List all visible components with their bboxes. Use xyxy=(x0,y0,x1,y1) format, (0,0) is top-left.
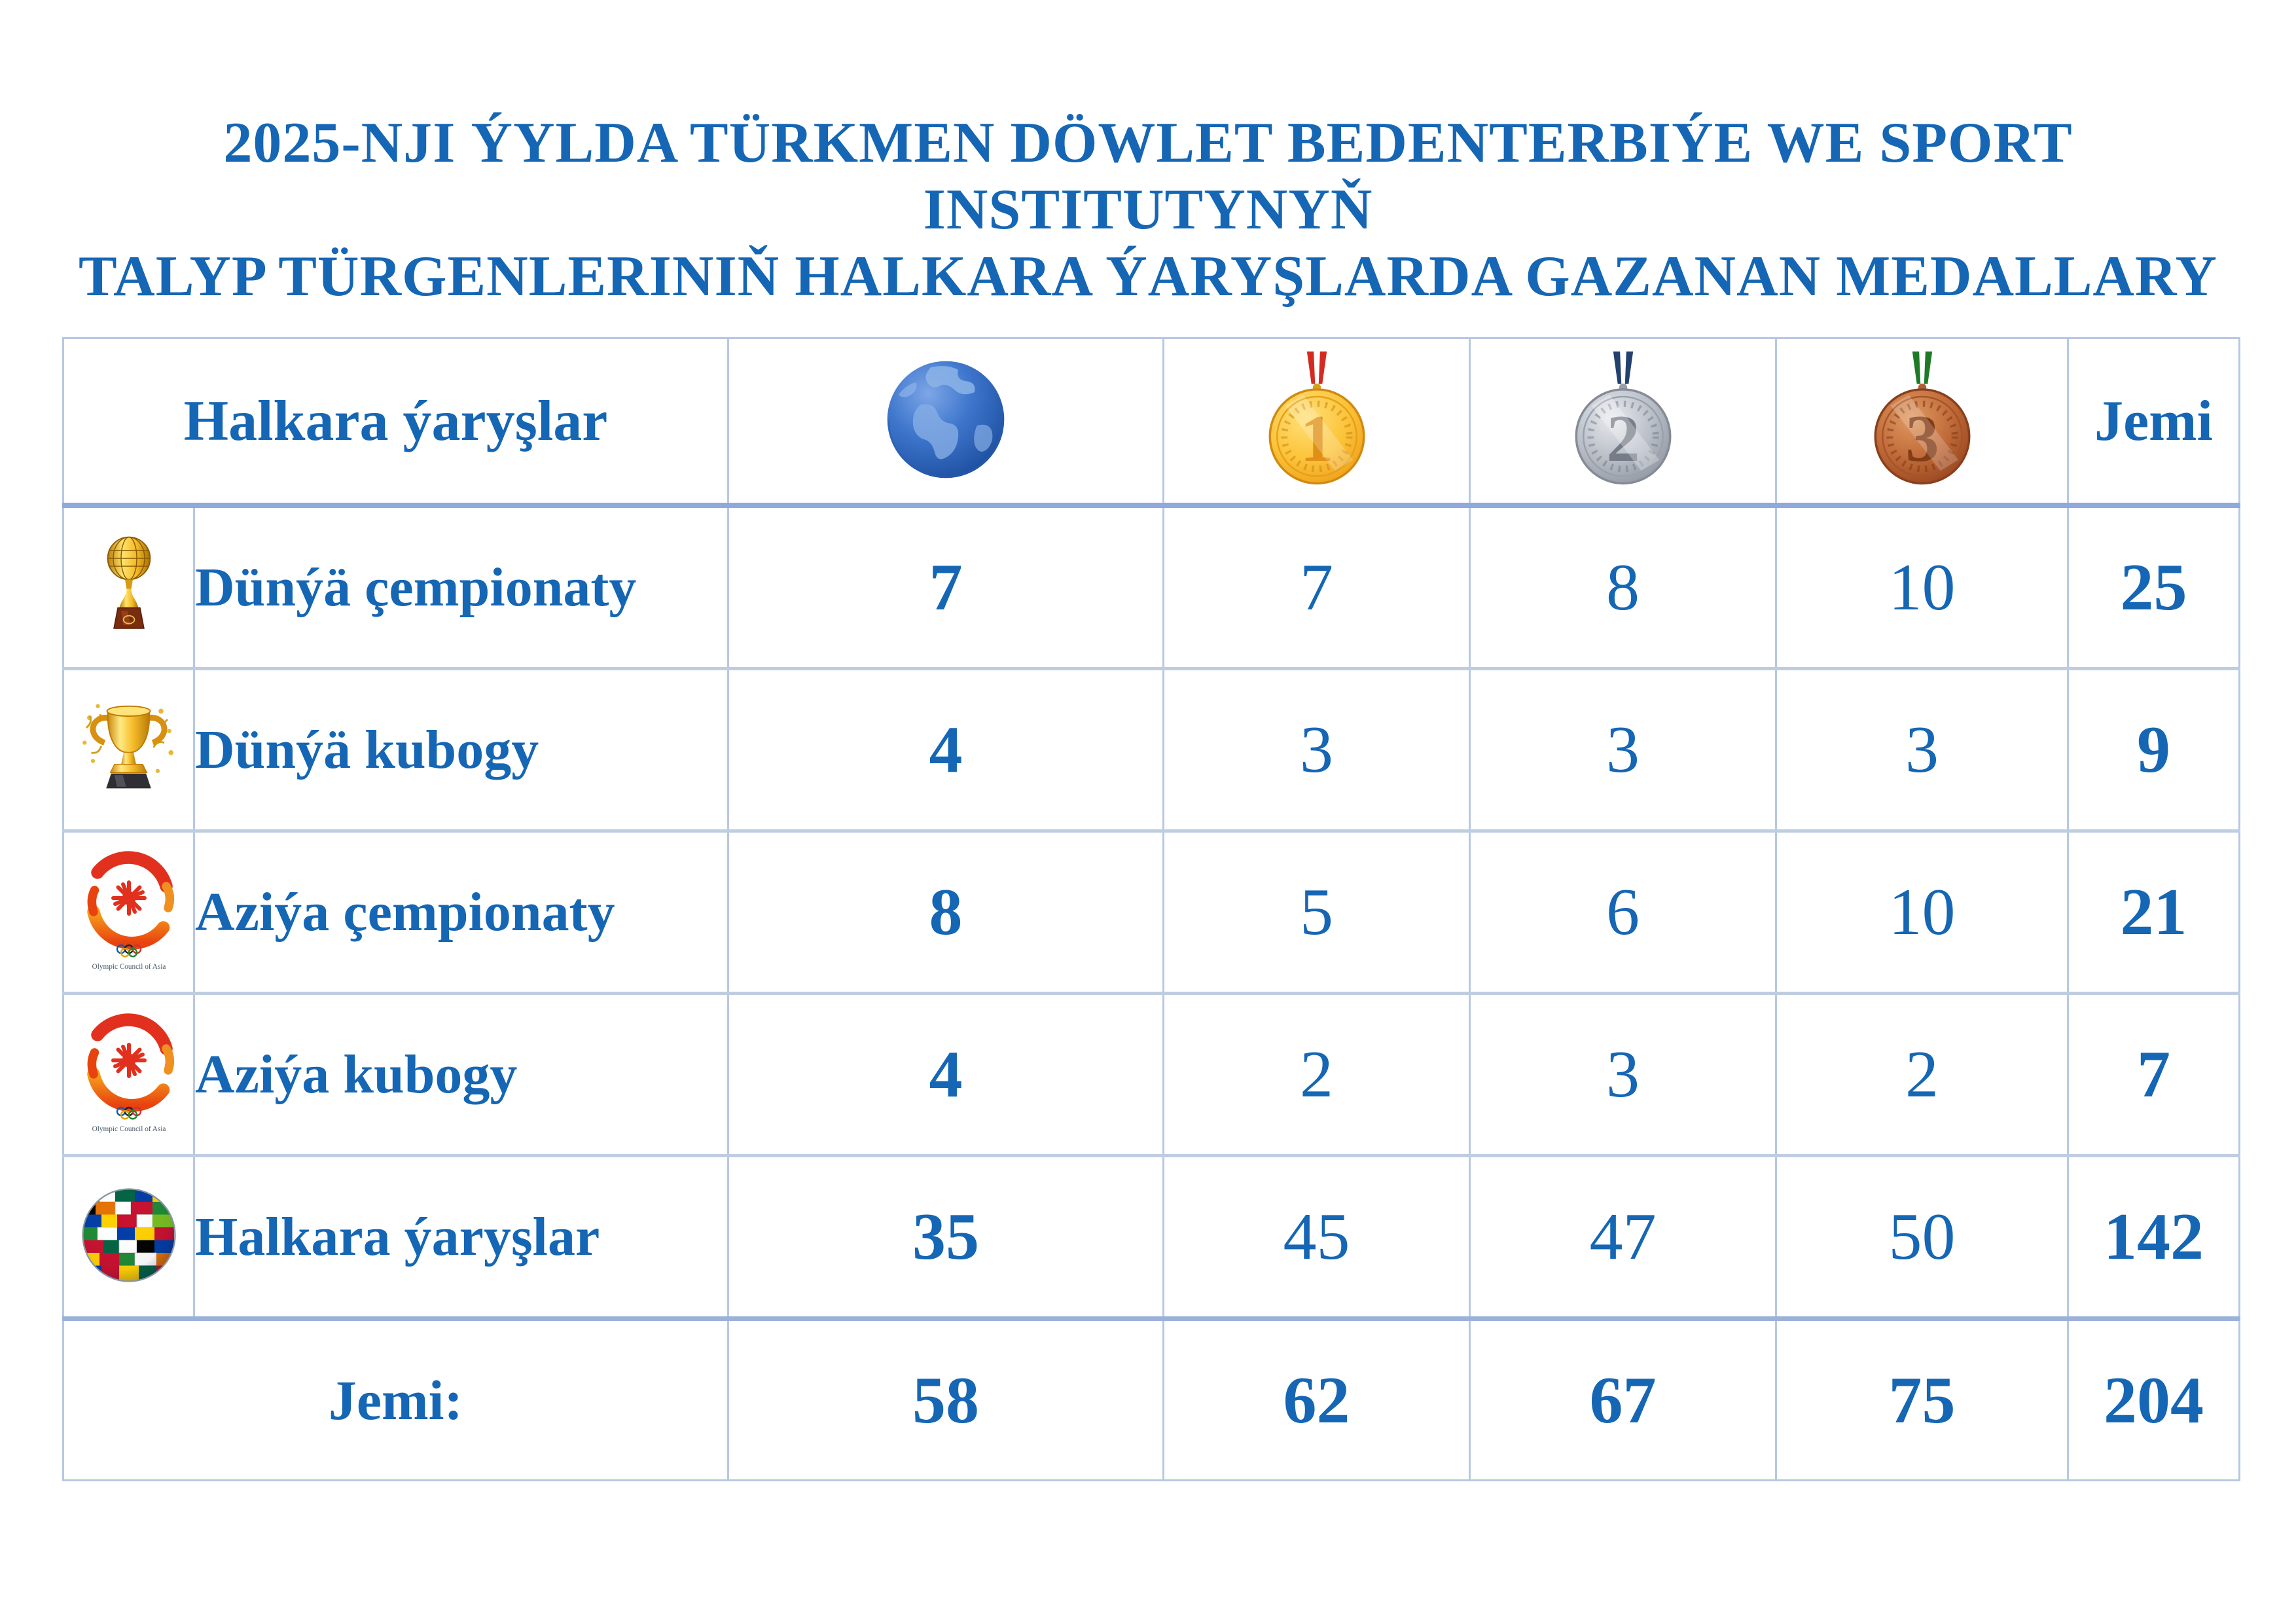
row-icon-cell: Olympic Council of Asia xyxy=(62,829,195,994)
competitions-count: 4 xyxy=(727,992,1164,1157)
row-icon-cell xyxy=(62,503,195,670)
total-count: 142 xyxy=(2067,1154,2240,1320)
silver-count: 47 xyxy=(1469,1154,1777,1320)
table-footer-row: Jemi: 58 62 67 75 204 xyxy=(62,1316,2240,1481)
silver-count: 3 xyxy=(1469,667,1777,832)
row-icon-cell: Olympic Council of Asia xyxy=(62,992,195,1157)
footer-bronze-total: 75 xyxy=(1775,1316,2069,1481)
silver-count: 3 xyxy=(1469,992,1777,1157)
header-competitions-label: Halkara ýaryşlar xyxy=(62,337,729,508)
footer-total-label: Jemi: xyxy=(62,1316,729,1481)
row-label: Aziýa kubogy xyxy=(195,1044,518,1105)
globe-icon xyxy=(884,357,1008,482)
header-gold-cell: 1 xyxy=(1162,337,1471,508)
row-label: Aziýa çempionaty xyxy=(195,882,615,943)
page-title-line1: 2025-NJI ÝYLDA TÜRKMEN DÖWLET BEDENTERBI… xyxy=(223,111,2073,242)
page-title: 2025-NJI ÝYLDA TÜRKMEN DÖWLET BEDENTERBI… xyxy=(0,110,2296,310)
total-count: 21 xyxy=(2067,829,2240,994)
bronze-count: 3 xyxy=(1775,667,2069,832)
table-row: Olympic Council of Asia Aziýa çempionaty… xyxy=(62,829,2240,994)
silver-medal-number: 2 xyxy=(1606,402,1640,476)
competitions-count: 7 xyxy=(727,503,1164,670)
world-cup-trophy-icon xyxy=(75,695,183,803)
table-row: Dünýä çempionaty 7 7 8 10 25 xyxy=(62,503,2240,670)
row-icon-cell xyxy=(62,667,195,832)
row-icon-cell xyxy=(62,1154,195,1320)
silver-count: 6 xyxy=(1469,829,1777,994)
table-header-row: Halkara ýaryşlar xyxy=(62,337,2240,508)
bronze-count: 2 xyxy=(1775,992,2069,1157)
table-row: Halkara ýaryşlar 35 45 47 50 142 xyxy=(62,1154,2240,1320)
header-bronze-cell: 3 xyxy=(1775,337,2069,508)
footer-gold-total: 62 xyxy=(1162,1316,1471,1481)
silver-count: 8 xyxy=(1469,503,1777,670)
gold-count: 2 xyxy=(1162,992,1471,1157)
medals-table: Halkara ýaryşlar xyxy=(62,337,2240,1481)
table-row: Dünýä kubogy 4 3 3 3 9 xyxy=(62,667,2240,832)
footer-grand-total: 204 xyxy=(2067,1316,2240,1481)
flags-globe-icon xyxy=(80,1186,178,1284)
competitions-count: 4 xyxy=(727,667,1164,832)
oca-caption: Olympic Council of Asia xyxy=(92,963,166,971)
footer-competitions-total: 58 xyxy=(727,1316,1164,1481)
bronze-count: 10 xyxy=(1775,829,2069,994)
row-label: Halkara ýaryşlar xyxy=(195,1206,600,1267)
olympic-council-of-asia-icon: Olympic Council of Asia xyxy=(70,1009,188,1137)
bronze-medal-icon: 3 xyxy=(1873,352,1972,487)
gold-count: 45 xyxy=(1162,1154,1471,1320)
total-count: 9 xyxy=(2067,667,2240,832)
world-championship-trophy-icon xyxy=(101,535,156,637)
olympic-council-of-asia-icon: Olympic Council of Asia xyxy=(70,847,188,975)
oca-caption: Olympic Council of Asia xyxy=(92,1125,166,1133)
header-globe-cell xyxy=(727,337,1164,508)
total-count: 7 xyxy=(2067,992,2240,1157)
gold-count: 7 xyxy=(1162,503,1471,670)
competitions-count: 8 xyxy=(727,829,1164,994)
gold-count: 5 xyxy=(1162,829,1471,994)
total-count: 25 xyxy=(2067,503,2240,670)
gold-medal-number: 1 xyxy=(1300,402,1333,476)
header-total-label: Jemi xyxy=(2067,337,2240,508)
gold-count: 3 xyxy=(1162,667,1471,832)
bronze-count: 50 xyxy=(1775,1154,2069,1320)
bronze-medal-number: 3 xyxy=(1905,402,1939,476)
bronze-count: 10 xyxy=(1775,503,2069,670)
header-silver-cell: 2 xyxy=(1469,337,1777,508)
gold-medal-icon: 1 xyxy=(1267,352,1367,487)
row-label: Dünýä kubogy xyxy=(195,719,539,780)
page-title-line2: TALYP TÜRGENLERINIŇ HALKARA ÝARYŞLARDA G… xyxy=(79,245,2217,309)
silver-medal-icon: 2 xyxy=(1573,352,1673,487)
footer-silver-total: 67 xyxy=(1469,1316,1777,1481)
row-label: Dünýä çempionaty xyxy=(195,557,637,618)
competitions-count: 35 xyxy=(727,1154,1164,1320)
table-row: Olympic Council of Asia Aziýa kubogy 4 2… xyxy=(62,992,2240,1157)
